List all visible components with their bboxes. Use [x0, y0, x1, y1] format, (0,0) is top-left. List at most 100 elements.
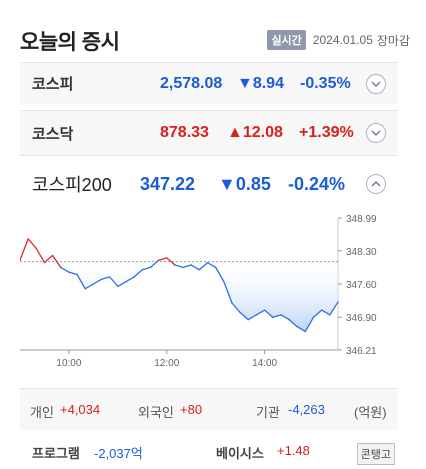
expand-button[interactable]: [366, 73, 386, 94]
index-value: 347.22: [140, 173, 196, 194]
y-tick-label: 348.99: [346, 214, 377, 225]
program-value: -2,037억: [94, 446, 143, 461]
x-tick-label: 14:00: [252, 358, 277, 369]
price-point: [141, 268, 144, 271]
price-point: [304, 330, 307, 333]
price-line-segment: [52, 255, 62, 268]
index-name: 코스닥: [32, 125, 74, 143]
price-point: [100, 278, 103, 281]
price-point: [263, 309, 266, 311]
investor-flows: 개인 +4,034 외국인 +80 기관 -4,263 (억원): [20, 388, 398, 430]
price-point: [198, 268, 201, 271]
index-change: ▼0.85: [218, 173, 271, 194]
price-point: [43, 261, 46, 264]
price-line-segment: [190, 264, 200, 271]
index-row-kosdaq[interactable]: 코스닥 878.33 ▲12.08 +1.39%: [20, 110, 398, 156]
price-line-segment: [239, 311, 249, 321]
expand-button[interactable]: [366, 123, 386, 143]
price-point: [76, 273, 78, 276]
price-point: [84, 287, 87, 290]
investor-institution-value: -4,263: [288, 402, 325, 417]
y-tick-label: 346.21: [346, 346, 377, 357]
price-line-segment: [280, 314, 290, 321]
index-value: 878.33: [160, 124, 209, 141]
price-point: [133, 276, 135, 278]
unit-label: (억원): [354, 405, 387, 420]
price-line-segment: [329, 301, 339, 316]
y-tick-label: 346.90: [346, 313, 377, 324]
price-line-segment: [109, 276, 119, 287]
index-percent: +1.39%: [299, 124, 354, 141]
investor-foreign-value: +80: [180, 402, 203, 417]
investor-foreign-label: 외국인: [138, 405, 174, 420]
price-point: [320, 309, 323, 311]
price-line-segment: [44, 255, 54, 264]
contango-badge: 콘탱고: [356, 443, 395, 465]
price-point: [182, 266, 184, 269]
price-line-segment: [313, 309, 323, 318]
chevron-down-icon: [371, 130, 381, 136]
chevron-down-icon: [371, 81, 381, 87]
x-tick-label: 10:00: [56, 358, 81, 369]
price-line-segment: [223, 281, 233, 304]
price-point: [125, 280, 127, 283]
price-line-segment: [101, 276, 110, 280]
price-point: [92, 283, 95, 285]
price-point: [223, 280, 225, 283]
price-point: [288, 318, 290, 321]
index-percent: -0.35%: [300, 74, 351, 92]
market-header: 오늘의 증시 실시간 2024.01.05 장마감: [20, 0, 410, 60]
price-point: [157, 259, 160, 262]
investor-individual-label: 개인: [30, 405, 54, 420]
price-line-segment: [215, 267, 225, 282]
price-line-segment: [35, 248, 46, 263]
basis-label: 베이시스: [216, 446, 264, 461]
price-line-segment: [182, 264, 192, 269]
price-line-segment: [288, 319, 298, 328]
price-line-segment: [84, 283, 94, 290]
price-line-segment: [256, 309, 265, 316]
price-line-segment: [296, 326, 306, 333]
price-point: [337, 301, 339, 303]
collapse-button[interactable]: [366, 174, 386, 194]
price-line-segment: [93, 278, 102, 285]
index-row-kospi200[interactable]: 코스피200 347.22 ▼0.85 -0.24%: [20, 158, 398, 210]
price-point: [68, 271, 70, 273]
market-meta: 실시간 2024.01.05 장마감: [267, 30, 410, 50]
index-name: 코스피: [32, 76, 74, 93]
price-line-segment: [76, 274, 86, 290]
basis-value: +1.48: [277, 443, 310, 458]
price-point: [296, 325, 299, 328]
price-line-segment: [27, 238, 37, 249]
index-row-kospi[interactable]: 코스피 2,578.08 ▼8.94 -0.35%: [20, 62, 398, 104]
index-change: ▼8.94: [237, 74, 284, 92]
investor-individual-value: +4,034: [60, 402, 101, 417]
page-title: 오늘의 증시: [20, 31, 120, 54]
price-point: [280, 314, 282, 316]
price-point: [271, 316, 274, 319]
price-point: [19, 259, 21, 262]
price-line-segment: [198, 262, 208, 271]
intraday-chart: 348.99 348.30 347.60 346.90 346.21 10:00 12:00…: [19, 210, 398, 375]
price-line-segment: [321, 309, 331, 316]
price-line-segment: [264, 309, 274, 318]
market-status: 장마감: [376, 33, 410, 48]
price-point: [231, 302, 233, 304]
price-point: [149, 266, 152, 269]
price-point: [247, 318, 250, 321]
intraday-chart-svg: 348.99 348.30 347.60 346.90 346.21 10:00 12:00…: [19, 214, 377, 369]
below-reference-fill: [20, 261, 338, 332]
program-trading: 프로그램 -2,037억 베이시스 +1.48 콘탱고: [20, 436, 398, 465]
price-line-segment: [142, 266, 151, 271]
price-line-segment: [117, 281, 127, 287]
price-line-segment: [304, 316, 315, 332]
investor-institution-label: 기관: [256, 405, 280, 420]
price-line-segment: [247, 314, 257, 321]
market-date: 2024.01.05: [312, 33, 373, 47]
index-name: 코스피200: [32, 175, 112, 195]
price-point: [329, 314, 331, 316]
price-point: [206, 261, 209, 264]
x-tick-label: 12:00: [154, 358, 179, 369]
price-line-segment: [19, 238, 29, 261]
price-point: [51, 254, 54, 257]
